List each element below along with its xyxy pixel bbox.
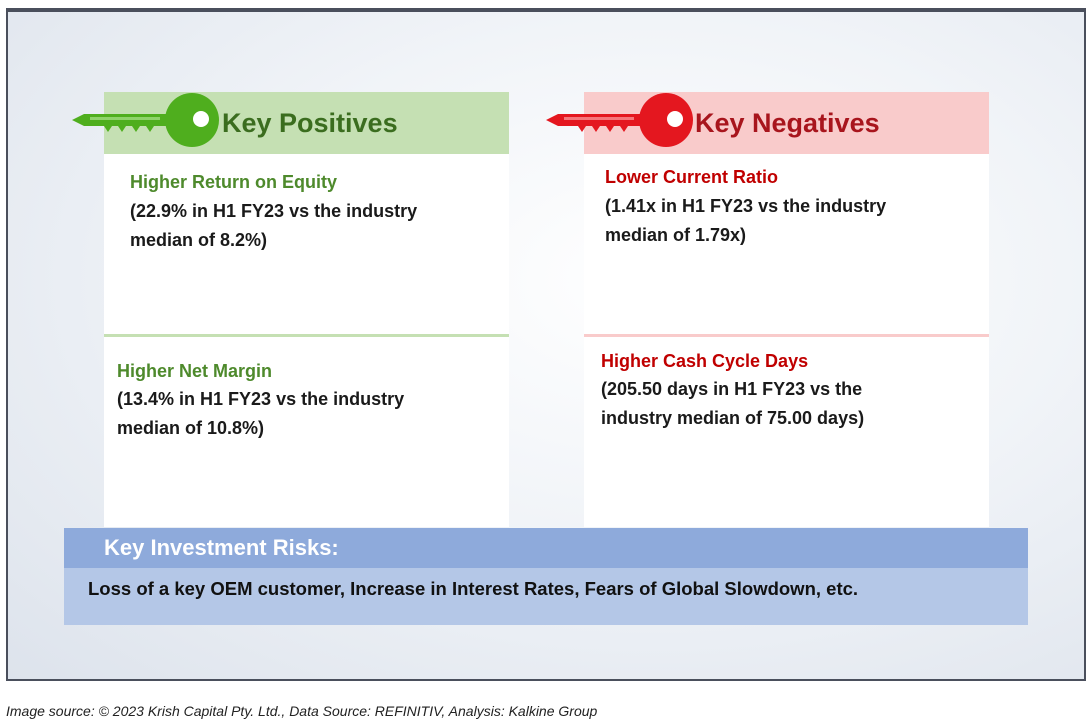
positive-2-line1: (13.4% in H1 FY23 vs the industry (117, 389, 405, 409)
image-source-caption: Image source: © 2023 Krish Capital Pty. … (6, 703, 598, 719)
negative-1-line1: (1.41x in H1 FY23 vs the industry (605, 196, 887, 216)
positive-1-line2: median of 8.2%) (130, 230, 268, 250)
red-key-icon (546, 93, 693, 147)
investment-risks-title: Key Investment Risks: (104, 535, 339, 560)
positive-2-line2: median of 10.8%) (117, 418, 265, 438)
positive-card-2: Higher Net Margin (13.4% in H1 FY23 vs t… (104, 337, 509, 527)
investment-risks-body: Loss of a key OEM customer, Increase in … (64, 568, 1028, 625)
key-negatives-title: Key Negatives (695, 107, 880, 138)
negative-1-line2: median of 1.79x) (605, 225, 747, 245)
key-positives-title: Key Positives (222, 107, 398, 138)
negative-2-line2: industry median of 75.00 days) (601, 408, 865, 428)
negative-1-title: Lower Current Ratio (605, 167, 779, 187)
positive-1-title: Higher Return on Equity (130, 172, 337, 192)
key-negatives-header: Key Negatives (584, 92, 989, 154)
positive-card-1: Higher Return on Equity (22.9% in H1 FY2… (104, 154, 509, 337)
positive-2-title: Higher Net Margin (117, 361, 273, 381)
negative-2-detail: (205.50 days in H1 FY23 vs the industry … (601, 375, 951, 433)
negative-2-line1: (205.50 days in H1 FY23 vs the (601, 379, 863, 399)
investment-risks-text: Loss of a key OEM customer, Increase in … (88, 578, 859, 599)
green-key-icon (72, 93, 219, 147)
investment-risks-header: Key Investment Risks: (64, 528, 1028, 568)
negative-2-title: Higher Cash Cycle Days (601, 351, 809, 371)
negative-1-detail: (1.41x in H1 FY23 vs the industry median… (605, 192, 955, 250)
positive-1-detail: (22.9% in H1 FY23 vs the industry median… (130, 197, 480, 255)
positive-2-detail: (13.4% in H1 FY23 vs the industry median… (117, 385, 467, 443)
negative-card-1: Lower Current Ratio (1.41x in H1 FY23 vs… (584, 154, 989, 337)
negative-card-2: Higher Cash Cycle Days (205.50 days in H… (584, 337, 989, 527)
positive-1-line1: (22.9% in H1 FY23 vs the industry (130, 201, 418, 221)
